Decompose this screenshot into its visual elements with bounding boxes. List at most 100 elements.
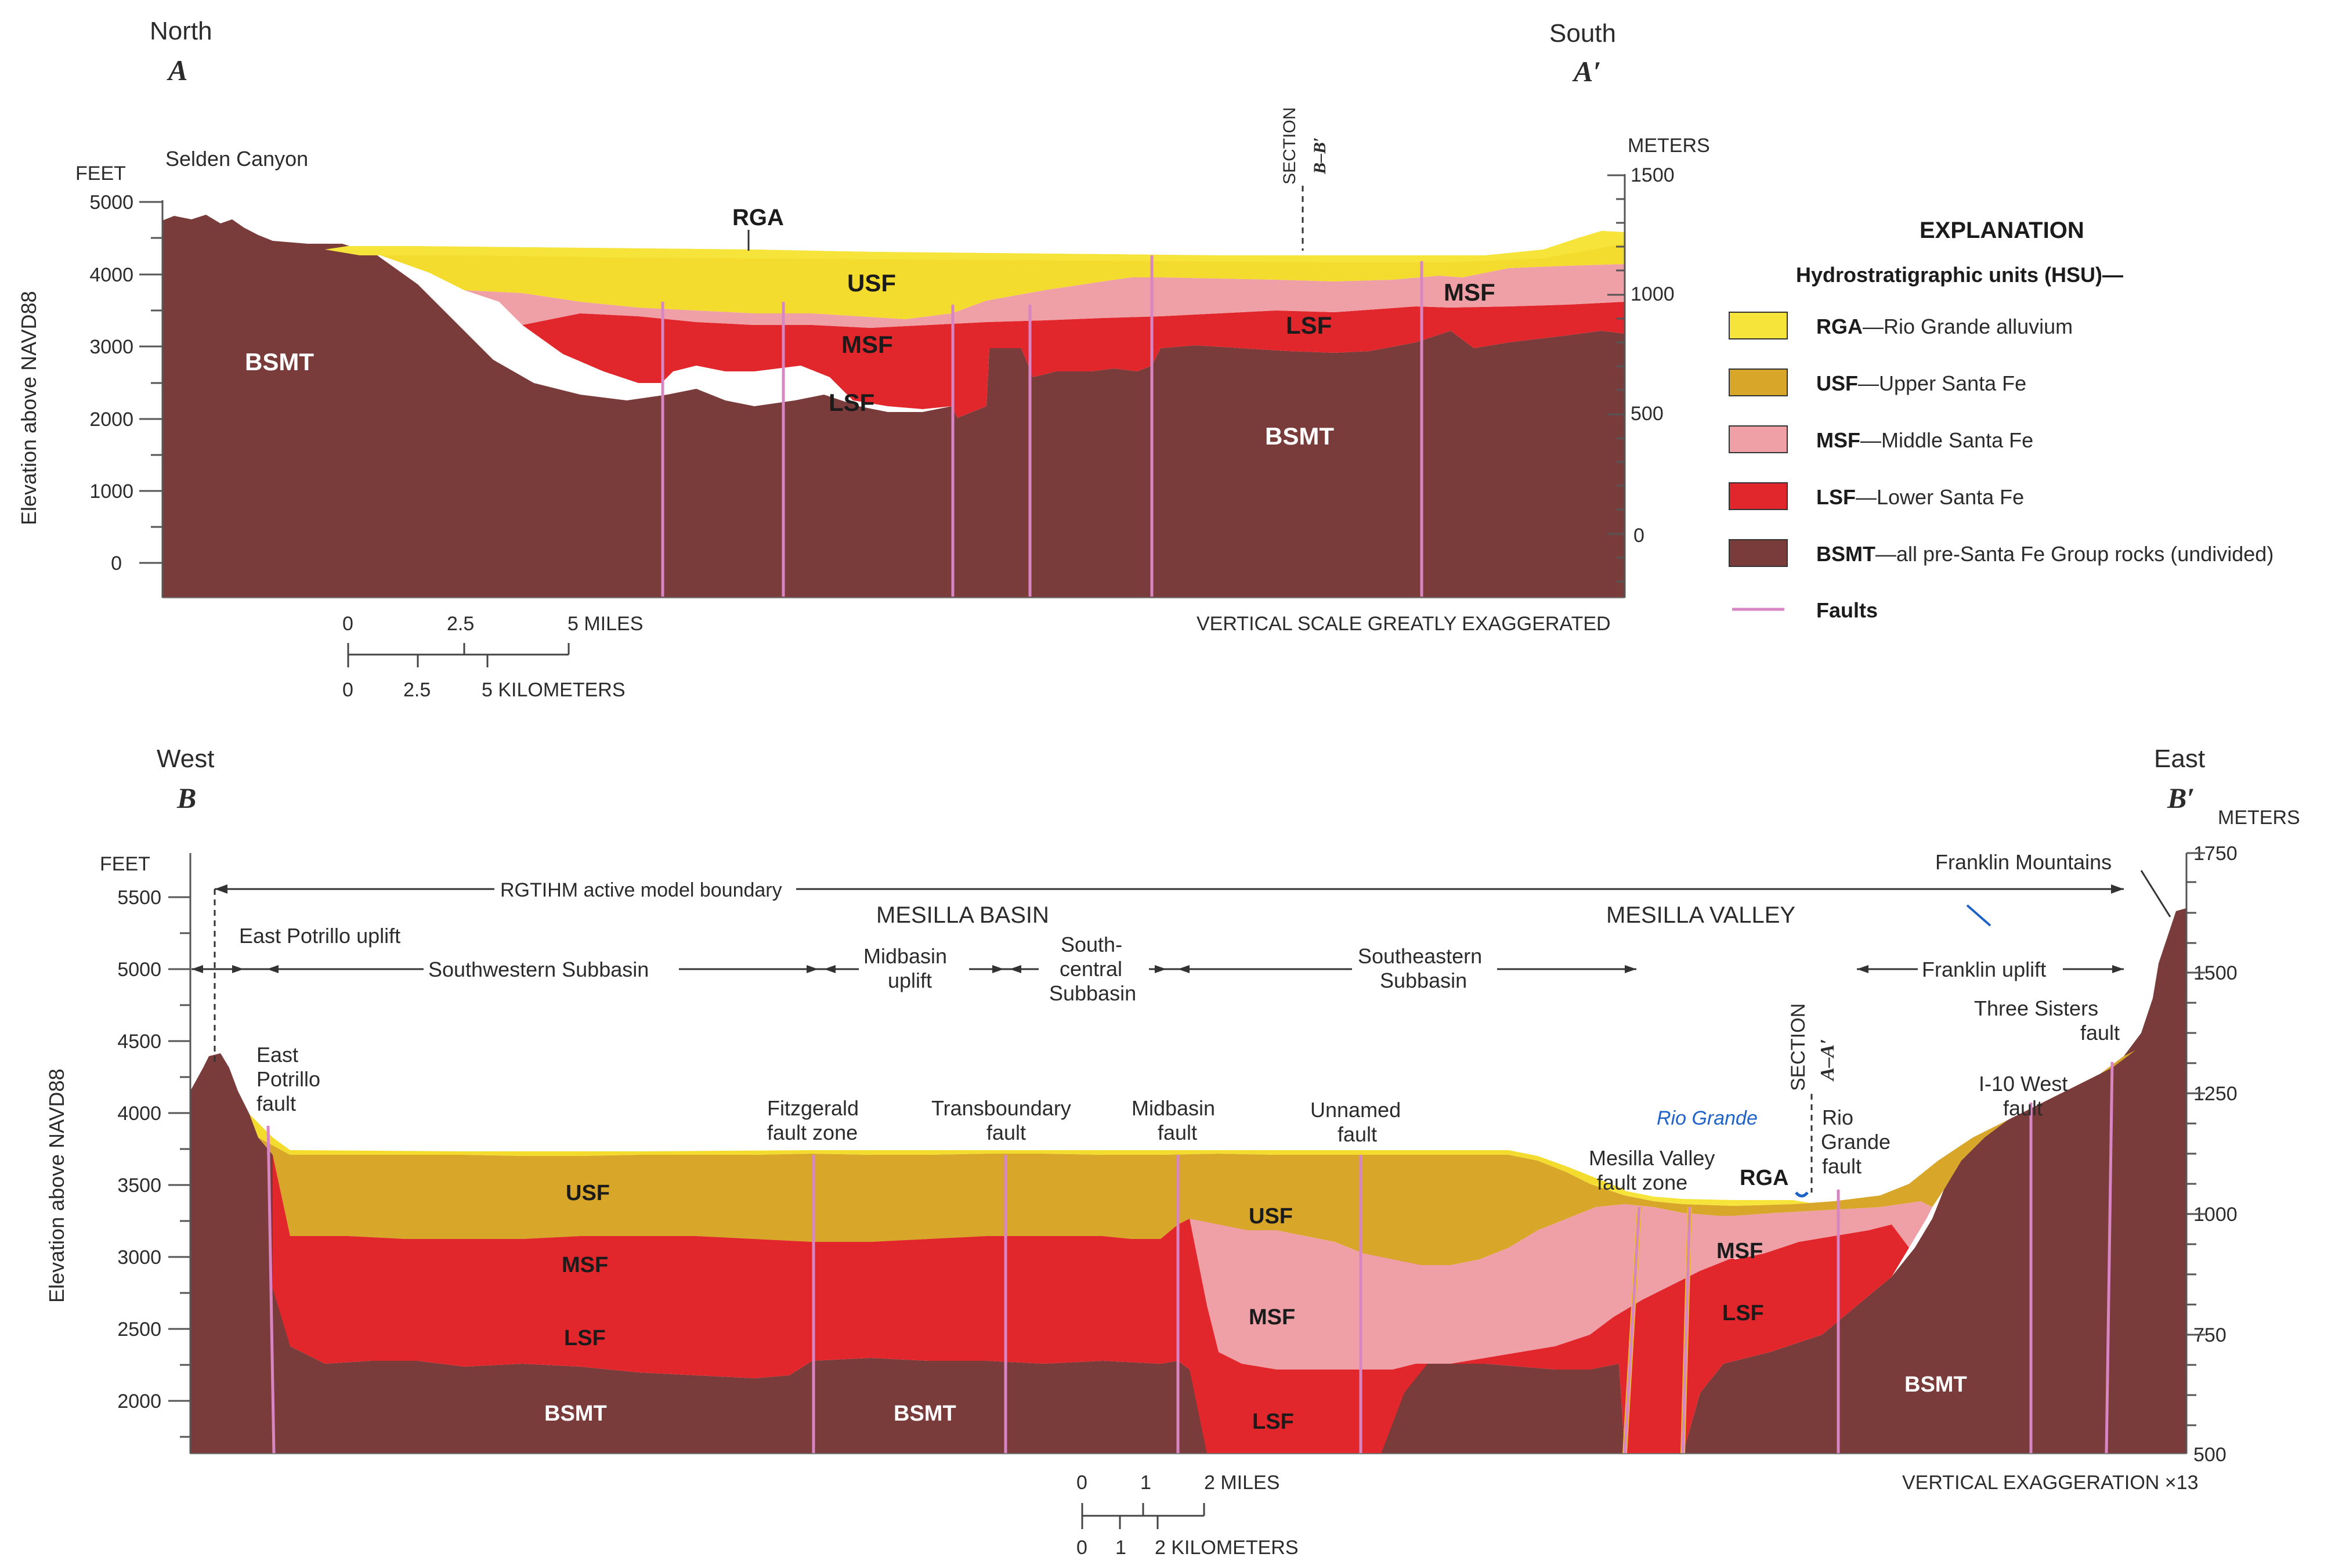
- scale-miles-a: 2.5: [447, 613, 474, 635]
- southeastern-bg: [1352, 945, 1497, 997]
- axis-title-feet-b: FEET: [100, 853, 150, 875]
- fault-east-potrillo-line: [266, 1125, 276, 1454]
- rio-grande-label: Rio Grande: [1657, 1107, 1758, 1129]
- tick-feet-b: 3500: [117, 1175, 161, 1197]
- lsf-unit-a: [522, 302, 1625, 418]
- legend-items: RGA—Rio Grande alluvium USF—Upper Santa …: [1729, 312, 2273, 622]
- swatch-rga: [1729, 312, 1788, 339]
- label-rio-grande-fault: Rio Grande fault: [1821, 1105, 1896, 1178]
- fault-mesilla-valley-line-2b: [1681, 1206, 1691, 1454]
- label-i10-fault: I-10 West fault: [1979, 1072, 2073, 1120]
- scale-miles-b: 0: [1076, 1472, 1087, 1494]
- south-central-2: central: [1060, 957, 1122, 981]
- scale-miles-b: 1: [1140, 1472, 1151, 1494]
- label-bsmt-b2: BSMT: [894, 1401, 956, 1426]
- label-fitzgerald-fault: Fitzgerald fault zone: [767, 1096, 865, 1144]
- swatch-msf: [1729, 425, 1788, 453]
- scale-miles-a: 0: [342, 613, 353, 635]
- tick-marks-feet-a: [139, 201, 162, 564]
- bsmt-unit-b: [190, 908, 2186, 1454]
- scale-bar-a: 0 2.5 5 MILES 0 2.5 5 KILOMETERS: [342, 613, 643, 701]
- tick-marks-meters-b: [2186, 852, 2205, 1426]
- ticks-meters-b: 1750 1500 1250 1000 750 500: [2186, 843, 2238, 1466]
- fault-mesilla-valley-line-1b: [1623, 1206, 1641, 1454]
- direction-south: South: [1549, 19, 1616, 48]
- scale-km-a: 2.5: [403, 679, 431, 701]
- section-a-marker: SECTION: [1787, 1003, 1809, 1091]
- fault-three-sisters-line: [2105, 1061, 2114, 1454]
- section-b-marker-letters: B–B′: [1310, 138, 1329, 175]
- ticks-feet-b: 5500 5000 4500 4000 3500 3000 2500 2000: [117, 887, 190, 1438]
- tick-feet-a: 5000: [89, 192, 133, 214]
- fault-labels-b: East Potrillo fault Fitzgerald fault zon…: [256, 996, 2120, 1194]
- tick-feet-b: 5000: [117, 959, 161, 981]
- southeastern-1: Southeastern: [1358, 944, 1482, 968]
- scale-km-a: 0: [342, 679, 353, 701]
- direction-east: East: [2154, 745, 2205, 773]
- legend-code-usf: USF—Upper Santa Fe: [1816, 371, 2026, 395]
- region-arrows: Southwestern Subbasin East Potrillo upli…: [191, 924, 2124, 1010]
- faults-b: [266, 1061, 2114, 1454]
- south-central-1: South-: [1061, 933, 1122, 956]
- tick-feet-a: 4000: [89, 264, 133, 286]
- letter-a: A: [167, 54, 187, 86]
- label-msf-b2: MSF: [1249, 1305, 1295, 1329]
- midbasin-bg: [859, 946, 969, 992]
- tick-meters-a: 1500: [1631, 164, 1675, 186]
- tick-feet-b: 4500: [117, 1031, 161, 1053]
- franklin-mountains-leader: [2140, 870, 2171, 917]
- label-lsf-b3: LSF: [1722, 1301, 1764, 1325]
- tick-meters-a: 0: [1633, 525, 1644, 547]
- ticks-feet-a: 5000 4000 3000 2000 1000 0: [89, 192, 162, 575]
- midbasin-uplift-1: Midbasin: [863, 944, 947, 968]
- geology-a: [162, 215, 1625, 598]
- geology-b: [190, 908, 2186, 1454]
- scale-bar-b: 0 1 2 MILES 0 1 2 KILOMETERS: [1076, 1472, 1299, 1559]
- label-msf-a1: MSF: [841, 331, 893, 358]
- scale-lines-a: [347, 643, 570, 667]
- tick-feet-b: 2000: [117, 1390, 161, 1412]
- label-bsmt-a2: BSMT: [1265, 422, 1334, 450]
- label-three-sisters-fault: Three Sisters fault: [1974, 996, 2120, 1045]
- label-east-potrillo-fault: East Potrillo fault: [256, 1043, 326, 1115]
- tick-feet-a: 2000: [89, 409, 133, 431]
- label-bsmt-b3: BSMT: [1904, 1372, 1967, 1397]
- scale-km-a: 5 KILOMETERS: [482, 679, 626, 701]
- section-a-a-prime: North A South A′ Selden Canyon SECTION B…: [17, 17, 1710, 701]
- letter-b-prime: B′: [2167, 782, 2195, 814]
- legend: EXPLANATION Hydrostratigraphic units (HS…: [1729, 218, 2273, 622]
- label-usf-a: USF: [847, 269, 896, 297]
- section-b-marker: SECTION: [1280, 107, 1299, 185]
- tick-feet-a: 0: [111, 552, 122, 575]
- swatch-lsf: [1729, 482, 1788, 510]
- model-boundary: RGTIHM active model boundary: [214, 876, 2124, 1062]
- tick-meters-b: 500: [2193, 1444, 2226, 1466]
- scale-miles-b: 2 MILES: [1204, 1472, 1279, 1494]
- southeastern-2: Subbasin: [1380, 969, 1467, 992]
- franklin-uplift-label: Franklin uplift: [1922, 958, 2046, 981]
- section-b-b-prime: West B East B′: [45, 745, 2300, 1559]
- franklin-uplift-bg: [1918, 956, 2063, 982]
- label-msf-a2: MSF: [1444, 279, 1495, 306]
- label-msf-b3: MSF: [1716, 1239, 1763, 1263]
- vertical-note-a: VERTICAL SCALE GREATLY EXAGGERATED: [1197, 613, 1611, 635]
- legend-subtitle: Hydrostratigraphic units (HSU)—: [1796, 263, 2123, 287]
- franklin-mountains-label: Franklin Mountains: [1935, 850, 2112, 874]
- label-rga-a: RGA: [732, 205, 784, 230]
- label-usf-b2: USF: [1249, 1204, 1293, 1229]
- label-lsf-a1: LSF: [829, 389, 874, 416]
- label-msf-b1: MSF: [562, 1253, 608, 1277]
- tick-marks-feet-b: [168, 896, 190, 1438]
- label-lsf-b1: LSF: [564, 1326, 606, 1350]
- label-lsf-a2: LSF: [1286, 312, 1332, 339]
- tick-meters-a: 500: [1631, 403, 1664, 425]
- boundary-label: RGTIHM active model boundary: [500, 879, 782, 901]
- rio-grande-channel: [1795, 1191, 1809, 1198]
- faults-a: [661, 255, 1423, 597]
- scale-km-b: 0: [1076, 1537, 1087, 1559]
- tick-feet-b: 2500: [117, 1318, 161, 1341]
- legend-title: EXPLANATION: [1920, 218, 2084, 243]
- axis-title-meters-a: METERS: [1628, 135, 1710, 157]
- label-unnamed-fault: Unnamed fault: [1310, 1098, 1407, 1146]
